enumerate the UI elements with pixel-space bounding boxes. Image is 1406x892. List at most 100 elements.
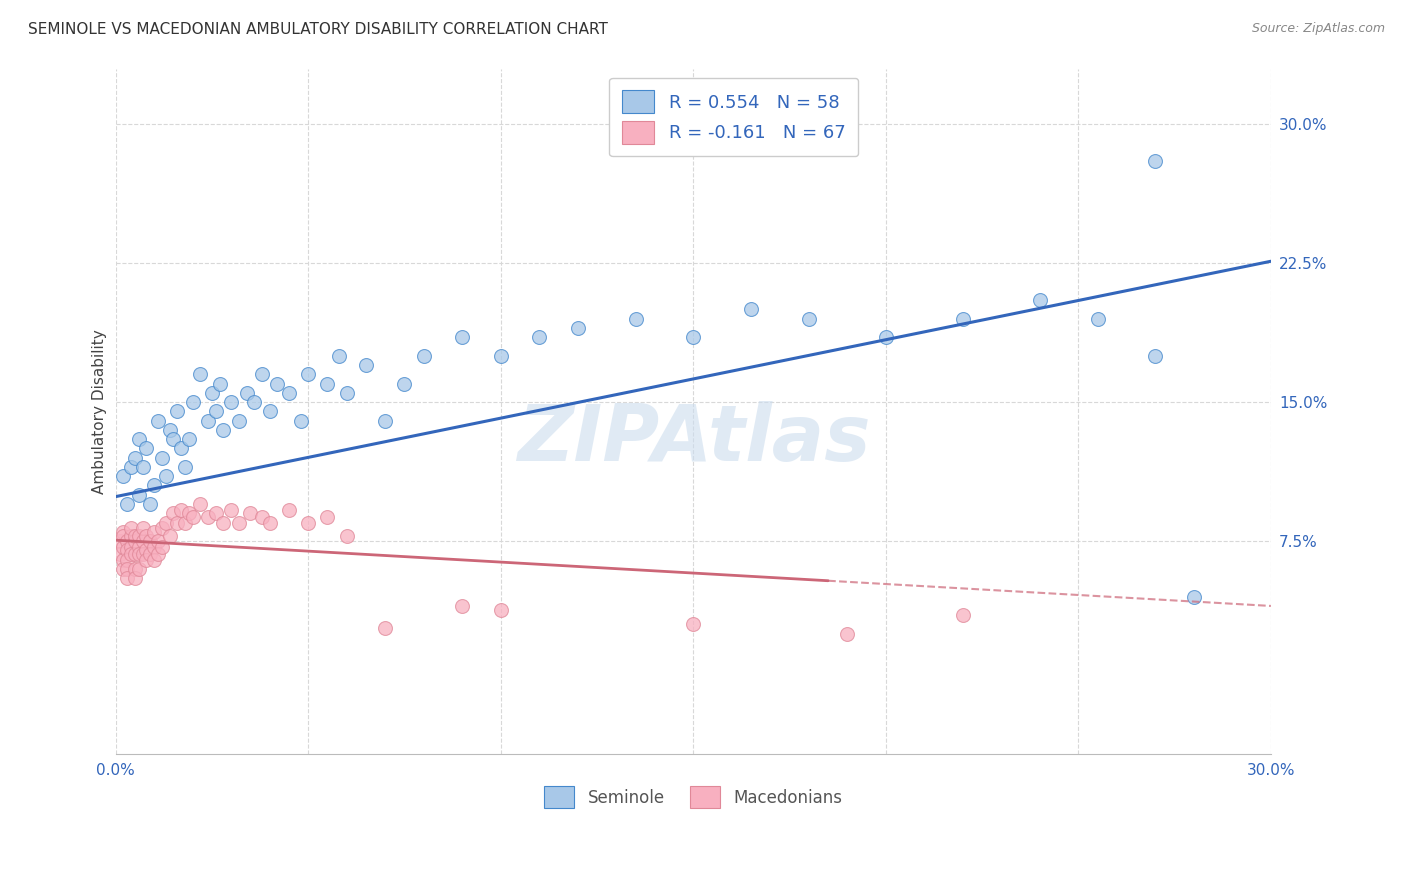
Point <box>146 534 169 549</box>
Point <box>190 497 212 511</box>
Point <box>112 552 135 566</box>
Point <box>181 395 204 409</box>
Point <box>682 617 704 632</box>
Point <box>190 368 212 382</box>
Point <box>219 395 242 409</box>
Point <box>374 414 396 428</box>
Point <box>112 528 135 542</box>
Point <box>115 571 138 585</box>
Point <box>181 510 204 524</box>
Point <box>290 414 312 428</box>
Point <box>120 540 142 554</box>
Point <box>235 385 257 400</box>
Point <box>243 395 266 409</box>
Point <box>239 506 262 520</box>
Point <box>120 521 142 535</box>
Point <box>124 562 146 576</box>
Text: ZIPAtlas: ZIPAtlas <box>516 401 870 477</box>
Point <box>131 521 153 535</box>
Point <box>297 516 319 530</box>
Point <box>128 528 150 542</box>
Point <box>112 524 135 539</box>
Point <box>374 621 396 635</box>
Point <box>174 516 197 530</box>
Point <box>451 599 474 613</box>
Point <box>208 376 231 391</box>
Point <box>128 540 150 554</box>
Point <box>336 385 359 400</box>
Point <box>259 516 281 530</box>
Point <box>124 534 146 549</box>
Point <box>489 349 512 363</box>
Point <box>108 534 131 549</box>
Point <box>155 469 177 483</box>
Point <box>143 540 166 554</box>
Point <box>143 478 166 492</box>
Point <box>139 497 162 511</box>
Point <box>131 459 153 474</box>
Point <box>837 626 859 640</box>
Point <box>131 547 153 561</box>
Point <box>266 376 288 391</box>
Point <box>197 510 219 524</box>
Point <box>259 404 281 418</box>
Point <box>120 528 142 542</box>
Point <box>112 469 135 483</box>
Point <box>740 302 762 317</box>
Point <box>529 330 551 344</box>
Point <box>162 432 184 446</box>
Point <box>124 571 146 585</box>
Point <box>135 442 157 456</box>
Point <box>177 506 200 520</box>
Point <box>115 543 138 558</box>
Point <box>228 414 250 428</box>
Point <box>212 516 235 530</box>
Point <box>115 552 138 566</box>
Point <box>120 547 142 561</box>
Point <box>952 311 974 326</box>
Point <box>875 330 897 344</box>
Legend: Seminole, Macedonians: Seminole, Macedonians <box>537 780 849 814</box>
Point <box>120 459 142 474</box>
Point <box>159 423 181 437</box>
Point <box>170 442 193 456</box>
Point <box>174 459 197 474</box>
Point <box>250 368 273 382</box>
Point <box>143 524 166 539</box>
Point <box>124 528 146 542</box>
Point <box>1144 154 1167 169</box>
Point <box>135 552 157 566</box>
Point <box>124 450 146 465</box>
Point <box>131 534 153 549</box>
Point <box>146 547 169 561</box>
Point <box>316 510 339 524</box>
Point <box>219 502 242 516</box>
Point <box>201 385 224 400</box>
Point <box>451 330 474 344</box>
Point <box>797 311 820 326</box>
Point <box>489 602 512 616</box>
Point <box>166 516 188 530</box>
Point <box>162 506 184 520</box>
Point <box>197 414 219 428</box>
Point <box>170 502 193 516</box>
Point <box>316 376 339 391</box>
Y-axis label: Ambulatory Disability: Ambulatory Disability <box>93 329 107 494</box>
Point <box>128 547 150 561</box>
Point <box>952 608 974 623</box>
Point <box>159 528 181 542</box>
Point <box>250 510 273 524</box>
Point <box>143 552 166 566</box>
Point <box>115 497 138 511</box>
Point <box>139 534 162 549</box>
Point <box>297 368 319 382</box>
Point <box>150 450 173 465</box>
Text: SEMINOLE VS MACEDONIAN AMBULATORY DISABILITY CORRELATION CHART: SEMINOLE VS MACEDONIAN AMBULATORY DISABI… <box>28 22 607 37</box>
Point <box>128 562 150 576</box>
Point <box>624 311 647 326</box>
Point <box>1087 311 1109 326</box>
Point <box>155 516 177 530</box>
Point <box>204 506 226 520</box>
Point <box>1029 293 1052 308</box>
Point <box>228 516 250 530</box>
